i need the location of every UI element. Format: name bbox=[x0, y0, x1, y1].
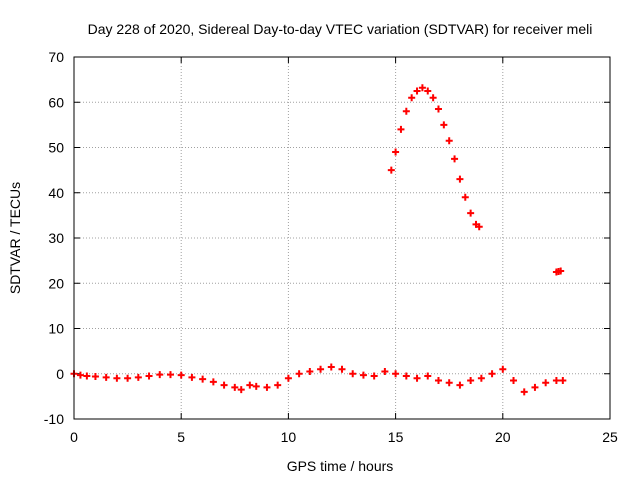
data-point bbox=[246, 381, 254, 389]
data-point bbox=[83, 372, 91, 380]
data-point bbox=[520, 388, 528, 396]
y-tick-label: 60 bbox=[48, 94, 64, 110]
data-point bbox=[499, 365, 507, 373]
data-point bbox=[552, 377, 560, 385]
data-point bbox=[102, 373, 110, 381]
plot-frame bbox=[73, 56, 611, 420]
x-tick-label: 0 bbox=[70, 429, 78, 445]
y-tick-label: 10 bbox=[48, 321, 64, 337]
data-point bbox=[531, 383, 539, 391]
data-point bbox=[252, 382, 260, 390]
data-point bbox=[91, 372, 99, 380]
data-point bbox=[456, 175, 464, 183]
data-point bbox=[397, 125, 405, 133]
data-point bbox=[392, 148, 400, 156]
y-tick-label: 30 bbox=[48, 230, 64, 246]
ticks-layer: 0 5 10 15 20 25 -10 0 10 20 30 40 50 60 70 bbox=[44, 49, 618, 445]
data-point bbox=[429, 94, 437, 102]
data-point bbox=[467, 377, 475, 385]
x-axis-label: GPS time / hours bbox=[287, 458, 394, 474]
data-point bbox=[237, 386, 245, 394]
data-point bbox=[113, 374, 121, 382]
data-point bbox=[284, 374, 292, 382]
data-point bbox=[359, 371, 367, 379]
x-tick-label: 15 bbox=[388, 429, 404, 445]
data-point bbox=[124, 374, 132, 382]
data-point bbox=[177, 371, 185, 379]
x-tick-label: 25 bbox=[602, 429, 618, 445]
data-point bbox=[263, 383, 271, 391]
data-point bbox=[408, 94, 416, 102]
data-point bbox=[488, 370, 496, 378]
data-point bbox=[387, 166, 395, 174]
data-point bbox=[145, 372, 153, 380]
data-point bbox=[76, 371, 84, 379]
data-point bbox=[166, 371, 174, 379]
data-point bbox=[220, 381, 228, 389]
y-tick-label: 40 bbox=[48, 185, 64, 201]
data-point bbox=[456, 381, 464, 389]
data-point bbox=[402, 372, 410, 380]
data-point bbox=[231, 383, 239, 391]
data-point bbox=[392, 370, 400, 378]
data-point bbox=[445, 379, 453, 387]
data-points bbox=[70, 84, 567, 396]
chart-title: Day 228 of 2020, Sidereal Day-to-day VTE… bbox=[88, 21, 593, 37]
y-tick-label: 0 bbox=[56, 366, 64, 382]
data-point bbox=[413, 87, 421, 95]
data-point bbox=[134, 373, 142, 381]
data-point bbox=[542, 379, 550, 387]
series-isolated bbox=[552, 267, 565, 276]
data-point bbox=[424, 87, 432, 95]
data-point bbox=[467, 209, 475, 217]
data-point bbox=[510, 377, 518, 385]
y-axis-label: SDTVAR / TECUs bbox=[7, 182, 23, 294]
data-point bbox=[274, 381, 282, 389]
data-point bbox=[327, 363, 335, 371]
data-point bbox=[461, 193, 469, 201]
y-tick-label: 50 bbox=[48, 140, 64, 156]
data-point bbox=[559, 377, 567, 385]
data-point bbox=[557, 267, 565, 275]
grid-layer bbox=[74, 57, 610, 419]
data-point bbox=[451, 155, 459, 163]
y-tick-label: -10 bbox=[44, 411, 64, 427]
x-tick-label: 5 bbox=[177, 429, 185, 445]
data-point bbox=[188, 373, 196, 381]
data-point bbox=[424, 372, 432, 380]
x-tick-label: 20 bbox=[495, 429, 511, 445]
data-point bbox=[477, 374, 485, 382]
data-point bbox=[413, 374, 421, 382]
data-point bbox=[306, 367, 314, 375]
data-point bbox=[434, 377, 442, 385]
y-tick-label: 70 bbox=[48, 49, 64, 65]
data-point bbox=[209, 378, 217, 386]
data-point bbox=[317, 365, 325, 373]
data-point bbox=[418, 84, 426, 92]
data-point bbox=[475, 223, 483, 231]
series-arc bbox=[387, 84, 483, 231]
data-point bbox=[434, 105, 442, 113]
y-tick-label: 20 bbox=[48, 275, 64, 291]
data-point bbox=[156, 371, 164, 379]
data-point bbox=[440, 121, 448, 129]
data-point bbox=[402, 107, 410, 115]
series-near-zero bbox=[70, 363, 567, 396]
data-point bbox=[445, 137, 453, 145]
data-point bbox=[199, 375, 207, 383]
data-point bbox=[349, 370, 357, 378]
data-point bbox=[381, 367, 389, 375]
data-point bbox=[295, 370, 303, 378]
data-point bbox=[370, 372, 378, 380]
data-point bbox=[338, 365, 346, 373]
x-tick-label: 10 bbox=[281, 429, 297, 445]
